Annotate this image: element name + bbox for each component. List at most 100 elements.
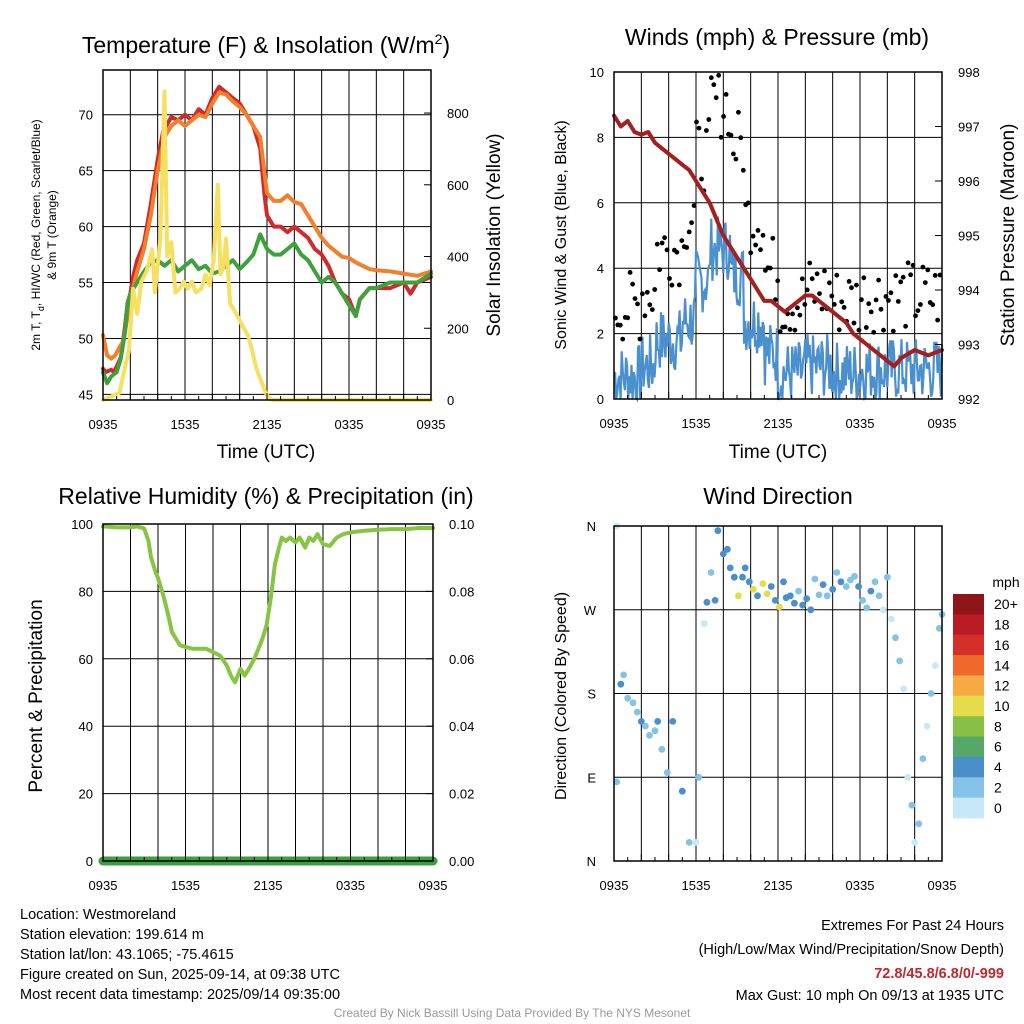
- gust-point: [627, 270, 633, 275]
- max-gust: Max Gust: 10 mph On 09/13 at 1935 UTC: [735, 988, 1004, 1004]
- wind-y2-tick-label: 993: [958, 338, 980, 353]
- temperature-series-line-3: [101, 89, 433, 402]
- gust-point: [630, 281, 635, 287]
- gust-point: [925, 267, 931, 273]
- gust-point: [930, 302, 936, 308]
- temperature-x-tick-label: 0935: [417, 417, 446, 432]
- direction-x-tick-label: 2135: [764, 878, 793, 893]
- direction-point: [750, 585, 757, 593]
- gust-point: [935, 317, 940, 323]
- temperature-panel: Temperature (F) & Insolation (W/m2) 0935…: [29, 31, 505, 463]
- direction-point: [617, 680, 625, 688]
- gust-point: [893, 273, 899, 279]
- wind-y2-tick-label: 995: [958, 229, 980, 244]
- temperature-y2-tick-label: 0: [447, 393, 454, 408]
- gust-point: [731, 151, 736, 157]
- direction-point: [642, 722, 649, 730]
- humidity-y-tick-label: 80: [79, 584, 93, 599]
- wind-x-tick-label: 0935: [928, 416, 957, 431]
- gust-point: [822, 268, 827, 274]
- temperature-title: Temperature (F) & Insolation (W/m2): [82, 31, 450, 58]
- humidity-y2-tick-label: 0.06: [449, 652, 474, 667]
- wind-y2-tick-label: 994: [958, 283, 980, 298]
- direction-point: [726, 564, 734, 572]
- direction-point: [651, 727, 659, 735]
- insolation-y-axis-label: Solar Insolation (Yellow): [484, 133, 505, 336]
- legend-swatch: [953, 716, 984, 738]
- direction-x-tick-label: 0335: [846, 878, 875, 893]
- direction-point: [819, 581, 827, 588]
- wind-y-tick-label: 0: [597, 392, 604, 407]
- gust-point: [750, 233, 756, 239]
- humidity-y-tick-label: 60: [79, 652, 93, 667]
- wind-x-tick-label: 0335: [846, 416, 875, 431]
- extremes-title: Extremes For Past 24 Hours: [821, 918, 1004, 934]
- speed-legend: 20+ 18 16 14 12 10 8 6 4 2 0: [953, 594, 1018, 819]
- direction-point: [837, 578, 845, 586]
- gust-point: [903, 323, 908, 329]
- direction-ticks: 0935 1535 2135 0335 0935 N E S W N: [584, 519, 957, 893]
- direction-point: [888, 615, 895, 623]
- direction-point: [896, 657, 903, 665]
- direction-point: [711, 597, 719, 604]
- gust-point: [662, 235, 667, 241]
- gust-point: [792, 327, 798, 333]
- direction-point: [923, 722, 931, 730]
- gust-point: [795, 305, 800, 311]
- temperature-y-tick-label: 50: [79, 331, 93, 346]
- temperature-series-line-2: [101, 232, 433, 386]
- gust-point: [871, 329, 877, 335]
- footer-credit: Created By Nick Bassill Using Data Provi…: [333, 1006, 691, 1020]
- temperature-ticks: 0935 1535 2135 0335 0935 45 50 55 60 65 70 0 200 400 6…: [79, 106, 469, 432]
- legend-label: 20+: [994, 596, 1018, 612]
- gust-point: [728, 132, 734, 138]
- direction-point: [811, 575, 819, 583]
- gust-point: [674, 249, 680, 255]
- direction-y-axis-label: Direction (Colored By Speed): [553, 592, 570, 800]
- wind-title: Winds (mph) & Pressure (mb): [625, 24, 929, 50]
- temperature-y2-tick-label: 800: [447, 106, 469, 121]
- gust-point: [753, 242, 758, 248]
- extremes-subtitle: (High/Low/Max Wind/Precipitation/Snow De…: [698, 942, 1004, 958]
- humidity-y2-tick-label: 0.10: [449, 517, 474, 532]
- temperature-y-tick-label: 45: [79, 387, 93, 402]
- direction-x-tick-label: 0935: [928, 878, 957, 893]
- direction-point: [703, 598, 711, 606]
- gust-point: [640, 291, 645, 297]
- footer-created: Figure created on Sun, 2025-09-14, at 09…: [20, 967, 340, 983]
- gust-point: [704, 128, 709, 133]
- legend-label: 8: [994, 718, 1002, 734]
- gust-point: [713, 95, 719, 101]
- humidity-y-tick-label: 40: [79, 719, 93, 734]
- legend-swatch: [953, 736, 984, 758]
- gust-point: [804, 287, 810, 293]
- gust-point: [922, 280, 928, 285]
- gust-point: [782, 324, 788, 330]
- direction-point: [663, 769, 671, 776]
- gust-point: [814, 271, 820, 277]
- direction-point: [883, 573, 891, 581]
- gust-point: [920, 264, 926, 270]
- temperature-series-line-1: [101, 90, 433, 361]
- direction-point: [911, 839, 919, 846]
- temperature-y2-tick-label: 600: [447, 178, 469, 193]
- gust-point: [918, 302, 923, 307]
- gust-point: [632, 296, 638, 301]
- gust-point: [856, 327, 862, 333]
- direction-y-tick-label: S: [587, 687, 596, 702]
- legend-swatch: [953, 756, 984, 778]
- legend-swatch: [953, 777, 984, 799]
- wind-y-tick-label: 2: [597, 327, 604, 342]
- direction-point: [669, 718, 677, 725]
- gust-point: [733, 156, 739, 162]
- humidity-x-tick-label: 2135: [254, 878, 283, 893]
- gust-point: [807, 260, 813, 266]
- gust-point: [723, 92, 729, 97]
- direction-point: [658, 745, 666, 753]
- humidity-x-tick-label: 1535: [171, 878, 200, 893]
- gust-point: [718, 134, 724, 140]
- gust-point: [708, 75, 714, 81]
- wind-y-tick-label: 10: [590, 65, 604, 80]
- gust-point: [684, 245, 690, 250]
- gust-point: [659, 240, 665, 246]
